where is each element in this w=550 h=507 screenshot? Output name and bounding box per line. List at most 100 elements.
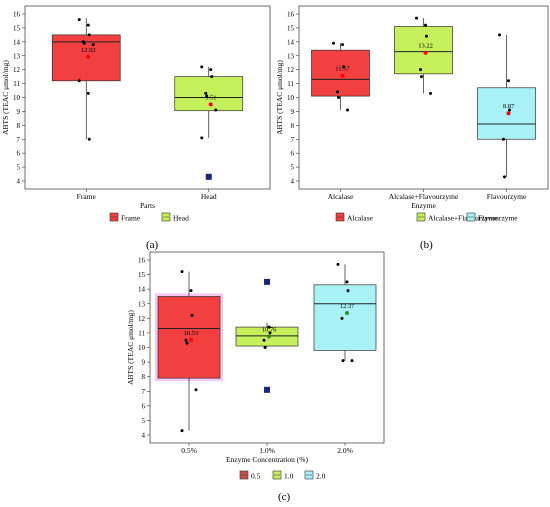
p1-box-3 — [477, 87, 536, 140]
p1-ytick-label: 4 — [291, 178, 295, 186]
p1-data-point — [420, 75, 423, 79]
p0-legend-label: Head — [173, 214, 189, 223]
p2-data-point — [345, 280, 349, 284]
p0-mean-point — [208, 102, 213, 107]
p0-data-point — [210, 75, 214, 79]
p0-data-point — [200, 65, 204, 69]
p1-data-point — [424, 23, 427, 27]
p1-ytick-label: 9 — [291, 108, 295, 116]
p0-xtick-label: Head — [201, 192, 217, 201]
p2-ytick-label: 13 — [138, 300, 146, 308]
p2-ytick-label: 9 — [142, 359, 146, 367]
p1-data-point — [415, 16, 418, 20]
p1-ytick-label: 13 — [287, 52, 295, 60]
p0-data-point — [87, 33, 91, 37]
p1-ytick-label: 10 — [287, 94, 295, 102]
p2-data-point — [350, 359, 354, 363]
p0-data-point — [77, 18, 81, 22]
p1-ytick-label: 15 — [287, 24, 295, 32]
p2-data-point — [341, 359, 345, 363]
p1-ytick-label: 6 — [291, 150, 295, 158]
p2-ytick-label: 4 — [142, 432, 146, 440]
p2-ytick-label: 14 — [138, 286, 146, 294]
p1-mean-point — [506, 111, 511, 116]
p2-ytick-label: 12 — [138, 315, 146, 323]
p0-x-axis-label: Parts — [140, 201, 155, 210]
p0-outlier-point — [205, 173, 212, 180]
p1-mean-point — [423, 50, 428, 55]
p2-data-point — [263, 346, 267, 349]
p1-mean-label: 8.87 — [503, 103, 515, 110]
p0-data-point — [200, 136, 204, 140]
p1-xtick-label: Flavourzyme — [487, 192, 527, 201]
p1-data-point — [503, 175, 506, 179]
p0-ytick-label: 9 — [17, 108, 21, 116]
panel-label-b: (b) — [420, 239, 433, 251]
p2-data-point — [185, 341, 189, 345]
p0-data-point — [204, 91, 208, 95]
p2-legend-label: 0.5 — [251, 472, 261, 481]
p0-ytick-label: 16 — [13, 11, 21, 19]
p1-data-point — [332, 41, 335, 45]
p1-ytick-label: 11 — [287, 80, 294, 88]
p2-data-point — [180, 429, 184, 433]
p0-ytick-label: 6 — [17, 150, 21, 158]
p1-data-point — [502, 137, 505, 141]
p2-box-2 — [235, 326, 299, 347]
p2-ytick-label: 15 — [138, 271, 146, 279]
p0-mean-label: 9.51 — [205, 94, 216, 101]
p2-mean-label: 10.76 — [262, 326, 277, 333]
p2-legend-label: 2.0 — [316, 472, 326, 481]
p0-ytick-label: 10 — [13, 94, 21, 102]
p1-data-point — [498, 33, 501, 37]
p1-xtick-label: Alcalase — [328, 192, 354, 201]
p2-data-point — [268, 331, 272, 335]
p2-data-point — [346, 289, 350, 293]
p2-data-point — [336, 262, 340, 266]
p0-box-2 — [174, 76, 244, 112]
p2-mean-point — [345, 310, 349, 315]
p0-data-point — [214, 108, 218, 112]
p0-data-point — [77, 79, 81, 83]
p2-data-point — [190, 313, 194, 317]
p0-ytick-label: 5 — [17, 164, 21, 172]
p0-data-point — [91, 43, 95, 47]
p0-box-1 — [51, 34, 121, 82]
p2-xtick-label: 0.5% — [181, 446, 197, 455]
p2-ytick-label: 10 — [138, 344, 146, 352]
p2-box-3 — [313, 284, 377, 351]
p1-box-1 — [311, 49, 370, 97]
p0-data-point — [205, 94, 209, 98]
p2-mean-label: 10.53 — [184, 330, 199, 337]
p1-data-point — [507, 79, 510, 83]
p1-ytick-label: 14 — [287, 38, 295, 46]
p1-data-point — [342, 65, 345, 69]
p2-x-axis-label: Enzyme Concentration (%) — [226, 455, 309, 464]
p2-ytick-label: 16 — [138, 257, 146, 265]
p2-data-point — [262, 338, 266, 342]
p1-data-point — [341, 43, 344, 47]
p2-legend-label: 1.0 — [284, 472, 294, 481]
p1-ytick-label: 16 — [287, 11, 295, 19]
p1-mean-label: 13.22 — [418, 43, 433, 50]
p2-ytick-label: 8 — [142, 373, 146, 381]
p1-y-axis-label: ABTS (TEAC μmol/mg) — [275, 60, 284, 135]
p2-xtick-label: 1.0% — [259, 446, 275, 455]
p1-ytick-label: 8 — [291, 122, 295, 130]
panel-label-c: (c) — [278, 491, 291, 503]
p0-mean-point — [86, 54, 91, 59]
p2-data-point — [180, 270, 184, 274]
p1-data-point — [425, 34, 428, 38]
p2-mean-label: 12.37 — [340, 303, 355, 310]
p0-data-point — [87, 137, 91, 141]
p1-data-point — [337, 96, 340, 99]
p2-data-point — [340, 316, 344, 320]
p1-x-axis-label: Enzyme — [411, 201, 436, 210]
p0-legend-label: Frame — [121, 214, 141, 223]
p1-legend-label: Flavourzyme — [478, 214, 518, 223]
p1-ytick-label: 7 — [291, 136, 295, 144]
p0-ytick-label: 14 — [13, 38, 21, 46]
p0-data-point — [86, 23, 90, 27]
p0-ytick-label: 8 — [17, 122, 21, 130]
